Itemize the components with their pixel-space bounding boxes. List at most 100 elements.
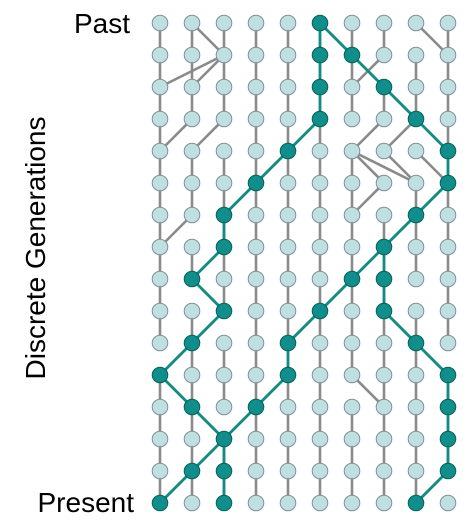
- ancestor-node: [375, 270, 393, 288]
- ancestor-node: [215, 206, 233, 224]
- gray-edge: [350, 149, 418, 185]
- node: [151, 462, 169, 480]
- gray-edge: [158, 53, 226, 89]
- node: [279, 238, 297, 256]
- node: [151, 206, 169, 224]
- node: [247, 14, 265, 32]
- node: [183, 14, 201, 32]
- node: [151, 398, 169, 416]
- node: [183, 206, 201, 224]
- node: [183, 174, 201, 192]
- node: [343, 14, 361, 32]
- node: [183, 302, 201, 320]
- node: [407, 174, 425, 192]
- node: [439, 270, 457, 288]
- ancestor-node: [439, 366, 457, 384]
- node: [215, 174, 233, 192]
- ancestor-node: [311, 14, 329, 32]
- node: [311, 270, 329, 288]
- node: [439, 14, 457, 32]
- node: [407, 14, 425, 32]
- node: [151, 46, 169, 64]
- node: [279, 462, 297, 480]
- ancestor-node: [279, 366, 297, 384]
- ancestor-node: [215, 430, 233, 448]
- node: [279, 110, 297, 128]
- node: [375, 334, 393, 352]
- node: [215, 398, 233, 416]
- ancestor-node: [407, 334, 425, 352]
- ancestor-node: [247, 174, 265, 192]
- node: [375, 142, 393, 160]
- ancestor-node: [343, 46, 361, 64]
- teal-edges: [158, 21, 450, 505]
- node: [151, 334, 169, 352]
- node: [343, 174, 361, 192]
- node: [247, 430, 265, 448]
- node: [215, 78, 233, 96]
- node: [311, 462, 329, 480]
- node: [183, 494, 201, 512]
- present-label: Present: [38, 487, 135, 518]
- node: [279, 302, 297, 320]
- ancestor-node: [151, 366, 169, 384]
- ancestor-node: [343, 270, 361, 288]
- ancestor-node: [151, 494, 169, 512]
- node: [407, 430, 425, 448]
- ancestor-node: [279, 142, 297, 160]
- node: [247, 110, 265, 128]
- node: [343, 238, 361, 256]
- node: [343, 142, 361, 160]
- node: [439, 110, 457, 128]
- node: [247, 46, 265, 64]
- ancestor-node: [407, 494, 425, 512]
- node: [343, 334, 361, 352]
- node: [407, 238, 425, 256]
- node: [439, 302, 457, 320]
- node: [407, 270, 425, 288]
- node: [183, 78, 201, 96]
- node: [343, 398, 361, 416]
- node: [279, 494, 297, 512]
- node: [183, 238, 201, 256]
- node: [407, 46, 425, 64]
- node: [247, 270, 265, 288]
- node: [311, 238, 329, 256]
- ancestor-node: [311, 302, 329, 320]
- ancestor-node: [375, 78, 393, 96]
- ancestor-node: [247, 398, 265, 416]
- node: [311, 174, 329, 192]
- ancestor-node: [215, 462, 233, 480]
- node: [247, 238, 265, 256]
- node: [375, 14, 393, 32]
- node: [407, 78, 425, 96]
- node: [375, 462, 393, 480]
- nodes: [151, 14, 457, 512]
- ancestor-node: [407, 206, 425, 224]
- node: [439, 78, 457, 96]
- ancestor-node: [311, 46, 329, 64]
- node: [375, 46, 393, 64]
- node: [439, 494, 457, 512]
- ancestor-node: [375, 302, 393, 320]
- node: [439, 206, 457, 224]
- ancestor-node: [311, 78, 329, 96]
- node: [279, 78, 297, 96]
- ancestor-node: [183, 270, 201, 288]
- node: [311, 334, 329, 352]
- node: [279, 398, 297, 416]
- node: [215, 110, 233, 128]
- node: [215, 366, 233, 384]
- node: [343, 430, 361, 448]
- node: [407, 398, 425, 416]
- node: [151, 174, 169, 192]
- node: [311, 206, 329, 224]
- ancestor-node: [407, 110, 425, 128]
- node: [407, 366, 425, 384]
- node: [151, 142, 169, 160]
- node: [215, 334, 233, 352]
- ancestor-node: [439, 174, 457, 192]
- node: [375, 174, 393, 192]
- node: [279, 174, 297, 192]
- node: [247, 302, 265, 320]
